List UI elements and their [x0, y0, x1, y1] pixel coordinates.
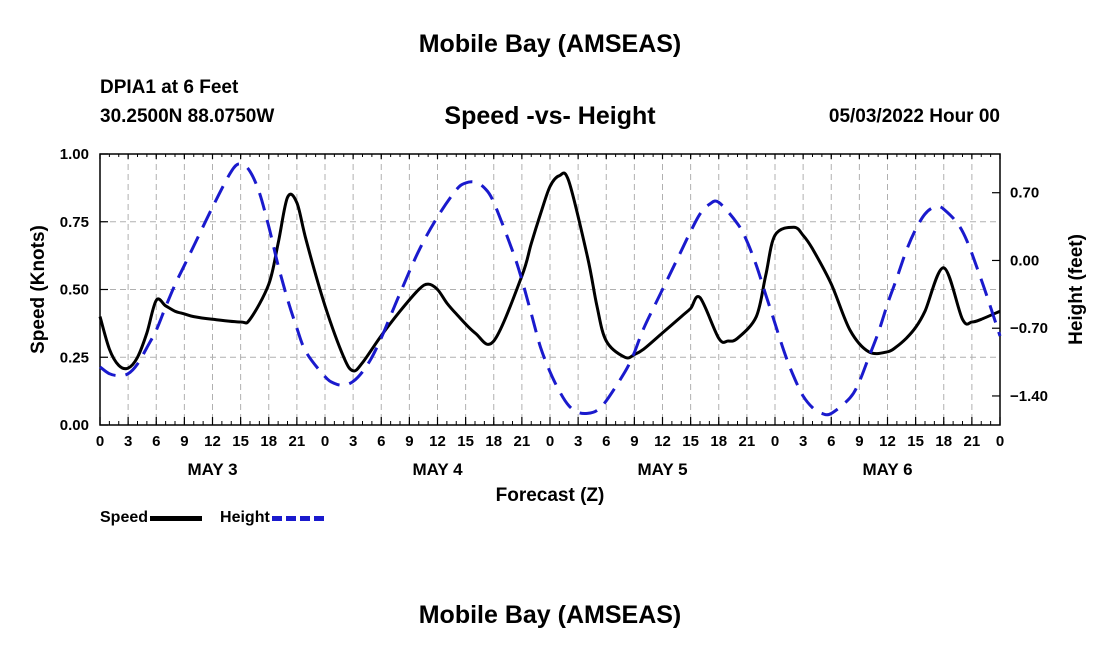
coordinates-label: 30.2500N 88.0750W	[100, 106, 275, 127]
x-tick-label: 15	[457, 433, 474, 450]
main-title: Mobile Bay (AMSEAS)	[418, 30, 682, 58]
x-tick-label: 18	[485, 433, 502, 450]
day-label: MAY 4	[412, 460, 463, 479]
x-tick-label: 12	[879, 433, 896, 450]
x-tick-label: 12	[429, 433, 446, 450]
legend-speed: Speed	[100, 509, 203, 527]
x-tick-label: 18	[710, 433, 727, 450]
y2-tick-label: 0.70	[1010, 185, 1039, 202]
y2-axis-title: Height (feet)	[1066, 234, 1087, 345]
chart-legend: Speed Height	[100, 509, 342, 527]
y-tick-label: 0.00	[60, 417, 89, 434]
x-tick-label: 6	[377, 433, 385, 450]
x-tick-label: 21	[514, 433, 531, 450]
legend-height: Height	[220, 509, 324, 527]
legend-height-label: Height	[220, 509, 270, 526]
x-tick-label: 3	[124, 433, 132, 450]
x-axis-title: Forecast (Z)	[496, 485, 605, 506]
chart-subtitle: Speed -vs- Height	[444, 102, 656, 130]
x-tick-label: 3	[349, 433, 357, 450]
x-tick-label: 0	[996, 433, 1004, 450]
x-tick-label: 9	[855, 433, 863, 450]
x-tick-label: 6	[827, 433, 835, 450]
day-label: MAY 5	[637, 460, 687, 479]
x-tick-label: 12	[654, 433, 671, 450]
day-label: MAY 6	[862, 460, 912, 479]
x-tick-label: 15	[907, 433, 924, 450]
legend-height-swatch	[271, 515, 324, 521]
y-tick-label: 0.25	[60, 349, 89, 366]
day-label: MAY 3	[187, 460, 237, 479]
x-tick-label: 0	[546, 433, 554, 450]
forecast-datetime: 05/03/2022 Hour 00	[828, 106, 1000, 127]
y2-tick-label: −1.40	[1010, 388, 1048, 405]
x-tick-label: 18	[935, 433, 952, 450]
legend-speed-label: Speed	[100, 509, 149, 526]
y-tick-label: 0.50	[60, 282, 89, 299]
y-tick-label: 0.75	[60, 214, 89, 231]
x-tick-label: 0	[96, 433, 104, 450]
x-tick-label: 21	[739, 433, 756, 450]
x-tick-label: 3	[799, 433, 807, 450]
x-tick-label: 6	[602, 433, 610, 450]
x-tick-label: 21	[964, 433, 981, 450]
x-tick-label: 12	[204, 433, 221, 450]
speed-series-line	[98, 171, 1001, 373]
x-tick-label: 0	[771, 433, 779, 450]
x-tick-label: 15	[682, 433, 699, 450]
x-tick-label: 0	[321, 433, 329, 450]
x-tick-label: 18	[260, 433, 277, 450]
x-tick-label: 9	[405, 433, 413, 450]
bottom-title: Mobile Bay (AMSEAS)	[418, 601, 682, 629]
station-label: DPIA1 at 6 Feet	[100, 77, 239, 98]
y2-tick-label: 0.00	[1010, 252, 1039, 269]
y-tick-label: 1.00	[60, 146, 89, 163]
x-tick-label: 9	[180, 433, 188, 450]
y2-tick-label: −0.70	[1010, 320, 1048, 337]
x-tick-label: 3	[574, 433, 582, 450]
x-tick-label: 9	[630, 433, 638, 450]
y-axis-title: Speed (Knots)	[28, 225, 49, 354]
legend-speed-swatch	[150, 515, 203, 521]
x-tick-label: 21	[289, 433, 306, 450]
x-tick-label: 15	[232, 433, 249, 450]
x-tick-label: 6	[152, 433, 160, 450]
